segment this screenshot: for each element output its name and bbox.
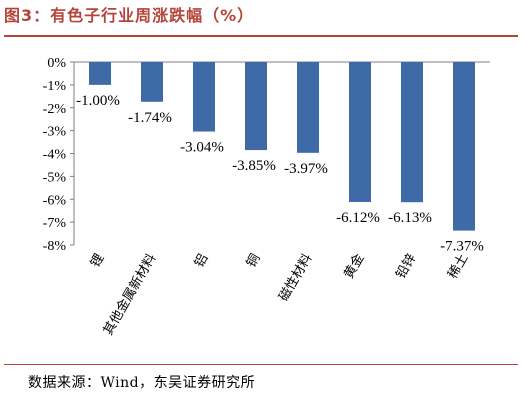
- y-tick-label: -7%: [43, 216, 67, 231]
- category-label: 稀土: [445, 252, 471, 282]
- bar: [245, 62, 267, 151]
- bar: [453, 62, 475, 231]
- bar: [297, 62, 319, 153]
- y-tick-label: -3%: [43, 125, 67, 140]
- bar: [141, 62, 163, 102]
- chart-title: 图3：有色子行业周涨跌幅（%）: [4, 6, 255, 25]
- chart-bars: [89, 62, 475, 231]
- data-label: -6.12%: [336, 210, 380, 226]
- category-label: 锂: [88, 252, 107, 271]
- y-tick-label: -4%: [43, 148, 67, 163]
- y-tick-label: -8%: [43, 239, 67, 254]
- data-label: -7.37%: [440, 239, 484, 255]
- bar: [193, 62, 215, 132]
- y-tick-label: -2%: [43, 102, 67, 117]
- bar: [89, 62, 111, 85]
- title-divider: [4, 35, 518, 37]
- category-label: 磁性材料: [276, 252, 315, 305]
- source-note: 数据来源：Wind，东吴证券研究所: [28, 375, 256, 391]
- chart-data-labels: -1.00% -1.74% -3.04% -3.85% -3.97% -6.12% -6.1…: [76, 93, 484, 255]
- category-label: 黄金: [341, 251, 368, 282]
- chart-category-labels: 锂其他金属新材料 铝 铜磁性材料 黄金 铅锌 稀土: [88, 251, 471, 338]
- bar: [349, 62, 371, 202]
- category-label: 铝: [192, 252, 211, 271]
- data-label: -6.13%: [388, 210, 432, 226]
- category-label: 铜: [244, 252, 263, 271]
- y-tick-label: -1%: [43, 79, 67, 94]
- bar: [401, 62, 423, 203]
- data-label: -3.85%: [232, 158, 276, 174]
- category-label: 其他金属新材料: [100, 251, 159, 338]
- data-label: -3.97%: [284, 161, 328, 177]
- y-tick-label: -6%: [43, 193, 67, 208]
- y-tick-label: -5%: [43, 170, 67, 185]
- chart-axes: 0% -1% -2% -3% -4% -5% -6% -7% -8%: [43, 56, 490, 254]
- data-label: -1.74%: [128, 110, 172, 126]
- category-label: 铅锌: [393, 252, 419, 282]
- y-tick-label: 0%: [47, 56, 66, 71]
- source-divider: [4, 364, 518, 365]
- data-label: -1.00%: [76, 93, 120, 109]
- data-label: -3.04%: [180, 140, 224, 156]
